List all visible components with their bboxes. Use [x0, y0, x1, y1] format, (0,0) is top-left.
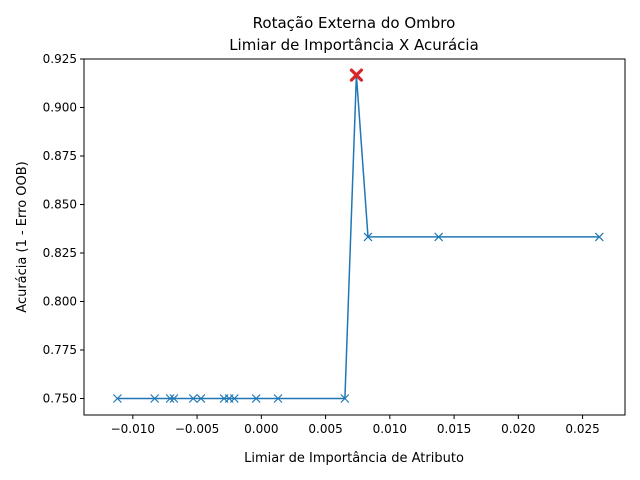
data-point-marker [434, 232, 444, 242]
data-point-marker [251, 394, 261, 403]
highlight-marker [349, 68, 364, 82]
x-tick-label: −0.005 [175, 422, 219, 436]
y-axis-label: Acurácia (1 - Erro OOB) [15, 161, 30, 312]
data-point-marker [169, 394, 179, 403]
y-axis-ticks: 0.750 0.775 0.800 0.825 0.850 0.875 0.900 0.925 [43, 52, 84, 406]
series-markers [112, 70, 604, 403]
x-tick-label: 0.015 [437, 422, 471, 436]
y-tick-label: 0.900 [43, 101, 77, 115]
x-tick-label: −0.010 [111, 422, 155, 436]
data-point-marker [196, 394, 206, 403]
data-point-marker [594, 232, 604, 242]
x-tick-label: 0.025 [565, 422, 599, 436]
y-tick-label: 0.850 [43, 198, 77, 212]
data-point-marker [273, 394, 283, 403]
series-line [117, 75, 600, 400]
x-tick-label: 0.005 [308, 422, 342, 436]
y-tick-label: 0.775 [43, 343, 77, 357]
y-tick-label: 0.875 [43, 149, 77, 163]
x-tick-label: 0.000 [244, 422, 278, 436]
data-point-marker [229, 394, 239, 403]
x-tick-label: 0.010 [373, 422, 407, 436]
y-tick-label: 0.925 [43, 52, 77, 66]
chart-title-line2: Limiar de Importância X Acurácia [229, 36, 479, 54]
y-tick-label: 0.750 [43, 392, 77, 406]
plot-area-frame [83, 58, 626, 416]
data-point-marker [363, 232, 373, 242]
x-tick-label: 0.020 [501, 422, 535, 436]
x-axis-label: Limiar de Importância de Atributo [244, 451, 464, 466]
data-point-marker [188, 394, 198, 403]
y-tick-label: 0.800 [43, 295, 77, 309]
best-point-highlight [349, 68, 364, 82]
data-point-marker [340, 394, 350, 403]
chart-title-line1: Rotação Externa do Ombro [253, 14, 456, 32]
data-point-marker [150, 394, 160, 403]
data-point-marker [165, 394, 175, 403]
x-axis-ticks: −0.010 −0.005 0.000 0.005 0.010 0.015 0.020 0.0… [111, 415, 600, 436]
data-point-marker [112, 394, 122, 403]
y-tick-label: 0.825 [43, 246, 77, 260]
